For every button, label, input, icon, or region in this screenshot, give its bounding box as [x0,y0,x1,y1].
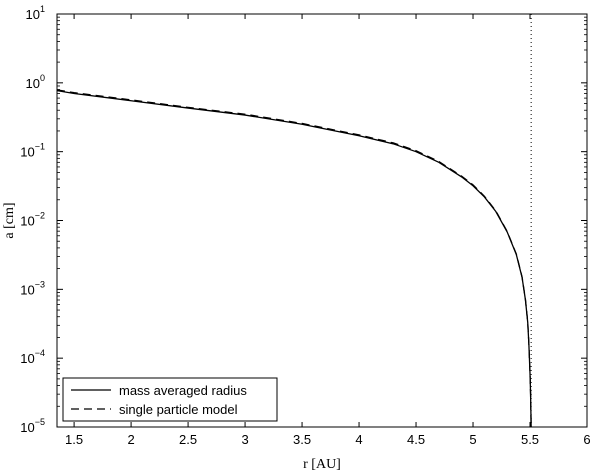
y-tick-label: 10−4 [20,348,45,366]
legend-entry-label: single particle model [119,402,238,417]
x-tick-label: 4 [355,432,362,447]
series-layer [57,14,532,427]
x-axis-label: r [AU] [303,457,341,472]
x-tick-label: 3.5 [293,432,311,447]
y-tick-label: 10−3 [20,279,45,297]
y-tick-label: 10−1 [20,142,45,160]
x-tick-label: 2 [127,432,134,447]
legend-entry-label: mass averaged radius [119,383,247,398]
x-tick-label: 5.5 [521,432,539,447]
y-tick-label: 101 [26,4,45,22]
x-tick-label: 6 [583,432,590,447]
x-tick-label: 5 [469,432,476,447]
y-tick-label: 100 [26,73,45,91]
ticks-layer [57,13,588,428]
series-line-single-particle-model [57,89,532,427]
y-tick-label: 10−2 [20,211,45,229]
y-tick-label: 10−5 [20,417,45,435]
y-axis-label: a [cm] [2,202,17,238]
labels-layer: 1.5 2 2.5 3 3.5 4 4.5 5 5.5 6 10−5 10−4 10−3 10−2 10−1… [2,4,591,472]
x-tick-label: 3 [241,432,248,447]
x-tick-label: 4.5 [407,432,425,447]
legend: mass averaged radius single particle mode… [62,377,278,422]
x-tick-label: 2.5 [179,432,197,447]
x-tick-label: 1.5 [65,432,83,447]
legend-box [62,377,278,422]
